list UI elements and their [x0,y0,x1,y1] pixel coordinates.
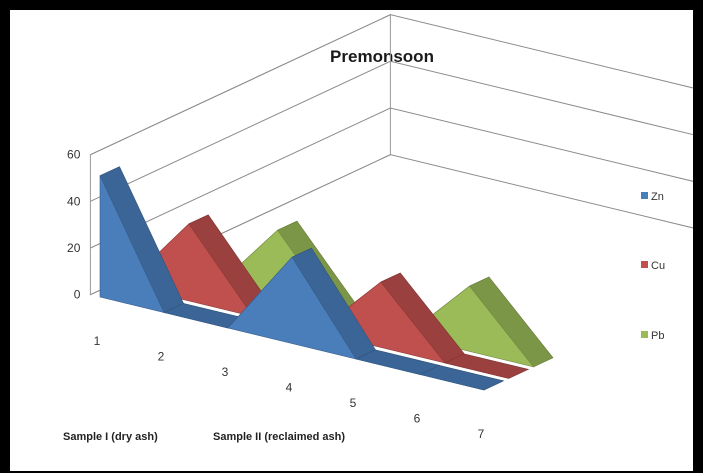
y-axis-ticks: 0 20 40 60 [67,148,81,302]
gridline [90,15,693,155]
x-tick-label: 7 [478,427,485,441]
legend-swatch [641,192,648,199]
gridline [90,108,693,248]
legend-swatch [641,261,648,268]
x-tick-label: 4 [286,381,293,395]
x-tick-label: 6 [414,412,421,426]
legend: Zn Cu Pb [641,191,665,342]
sample-label-reclaimed-ash: Sample II (reclaimed ash) [213,431,345,443]
chart-title: Premonsoon [330,47,434,66]
y-tick-label: 40 [67,194,81,208]
x-tick-label: 5 [350,396,357,410]
legend-label: Zn [651,191,664,203]
x-tick-label: 3 [222,365,229,379]
legend-swatch [641,331,648,338]
legend-label: Cu [651,260,665,272]
x-tick-label: 1 [94,334,101,348]
y-tick-label: 60 [67,148,81,162]
sample-label-dry-ash: Sample I (dry ash) [63,431,158,443]
legend-label: Pb [651,330,664,342]
y-tick-label: 20 [67,241,81,255]
chart-3d-area: Premonsoon 0 20 40 60 1 2 3 4 5 6 7 Zn Cu Pb Sample… [10,10,693,471]
chart-frame: Premonsoon 0 20 40 60 1 2 3 4 5 6 7 Zn Cu Pb Sample… [10,10,693,471]
series-layer [100,167,553,390]
x-tick-label: 2 [158,350,165,364]
gridline [90,61,693,201]
y-tick-label: 0 [74,288,81,302]
